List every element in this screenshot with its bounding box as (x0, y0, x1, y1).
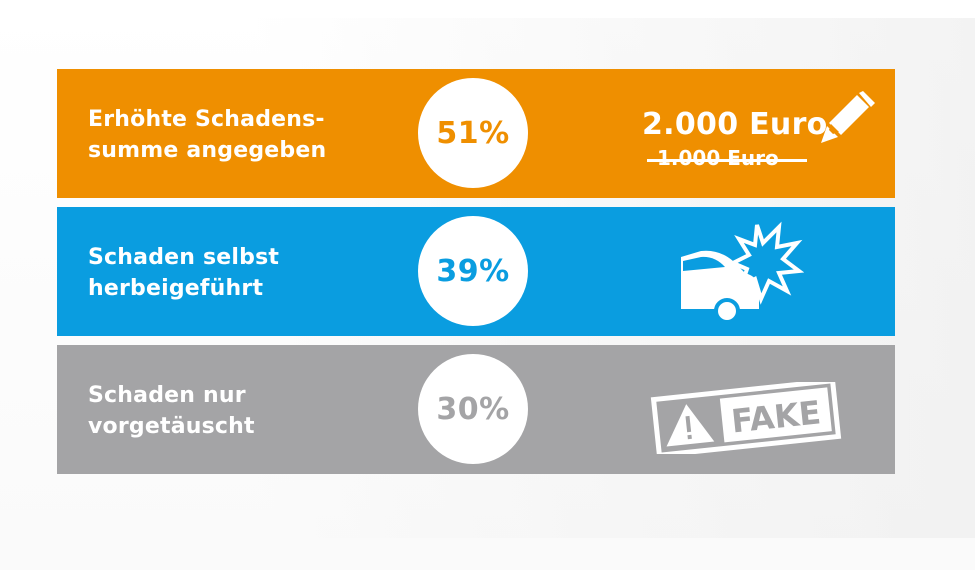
fraud-row-self-caused: Schaden selbst herbeigeführt 39% (57, 207, 895, 336)
row-label-line2: herbeigeführt (88, 276, 264, 301)
fake-stamp-icon: FAKE (650, 382, 842, 454)
row-label-line2: vorgetäuscht (88, 414, 255, 439)
car-crash-icon (681, 221, 804, 321)
row-label-line1: Schaden selbst (88, 245, 280, 270)
row-label: Schaden nur vorgetäuscht (88, 380, 388, 442)
row-label-line1: Erhöhte Schadens- (88, 107, 325, 132)
new-amount: 2.000 Euro (642, 107, 828, 142)
pencil-icon (821, 91, 875, 143)
strikethrough-line (647, 159, 807, 162)
old-amount: 1.000 Euro (657, 146, 779, 170)
fraud-row-inflated-claim: Erhöhte Schadens- summe angegeben 51% 2.… (57, 69, 895, 198)
fraud-row-faked: Schaden nur vorgetäuscht 30% FAKE (57, 345, 895, 474)
stamp-text: FAKE (729, 393, 822, 440)
row-label: Erhöhte Schadens- summe angegeben (88, 104, 388, 166)
percent-badge: 51% (418, 78, 528, 188)
row-label-line2: summe angegeben (88, 138, 327, 163)
percent-badge: 30% (418, 354, 528, 464)
percent-badge: 39% (418, 216, 528, 326)
row-label: Schaden selbst herbeigeführt (88, 242, 388, 304)
row-label-line1: Schaden nur (88, 383, 246, 408)
